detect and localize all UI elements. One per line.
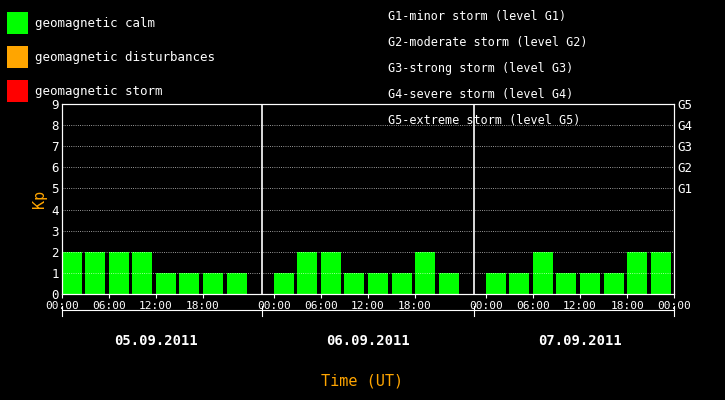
Bar (368, 273, 388, 294)
Text: G1-minor storm (level G1): G1-minor storm (level G1) (388, 10, 566, 23)
Bar (557, 273, 576, 294)
Bar (62, 252, 82, 294)
Bar (344, 273, 365, 294)
Bar (273, 273, 294, 294)
Text: G3-strong storm (level G3): G3-strong storm (level G3) (388, 62, 573, 75)
Bar (86, 252, 105, 294)
Bar (651, 252, 671, 294)
Bar (320, 252, 341, 294)
Bar (486, 273, 506, 294)
Bar (415, 252, 435, 294)
Text: G2-moderate storm (level G2): G2-moderate storm (level G2) (388, 36, 587, 49)
Bar (580, 273, 600, 294)
Bar (603, 273, 624, 294)
Y-axis label: Kp: Kp (32, 190, 47, 208)
Text: geomagnetic calm: geomagnetic calm (35, 16, 155, 30)
Bar (226, 273, 246, 294)
Bar (179, 273, 199, 294)
Bar (627, 252, 647, 294)
Text: G5-extreme storm (level G5): G5-extreme storm (level G5) (388, 114, 580, 127)
Bar (509, 273, 529, 294)
Text: G4-severe storm (level G4): G4-severe storm (level G4) (388, 88, 573, 101)
Bar (132, 252, 152, 294)
Text: geomagnetic disturbances: geomagnetic disturbances (35, 50, 215, 64)
Text: 07.09.2011: 07.09.2011 (538, 334, 622, 348)
Text: Time (UT): Time (UT) (321, 373, 404, 388)
Bar (533, 252, 553, 294)
Bar (203, 273, 223, 294)
Bar (297, 252, 318, 294)
Text: 05.09.2011: 05.09.2011 (114, 334, 198, 348)
Text: 06.09.2011: 06.09.2011 (326, 334, 410, 348)
Bar (392, 273, 412, 294)
Bar (156, 273, 176, 294)
Bar (439, 273, 459, 294)
Bar (109, 252, 129, 294)
Text: geomagnetic storm: geomagnetic storm (35, 84, 162, 98)
